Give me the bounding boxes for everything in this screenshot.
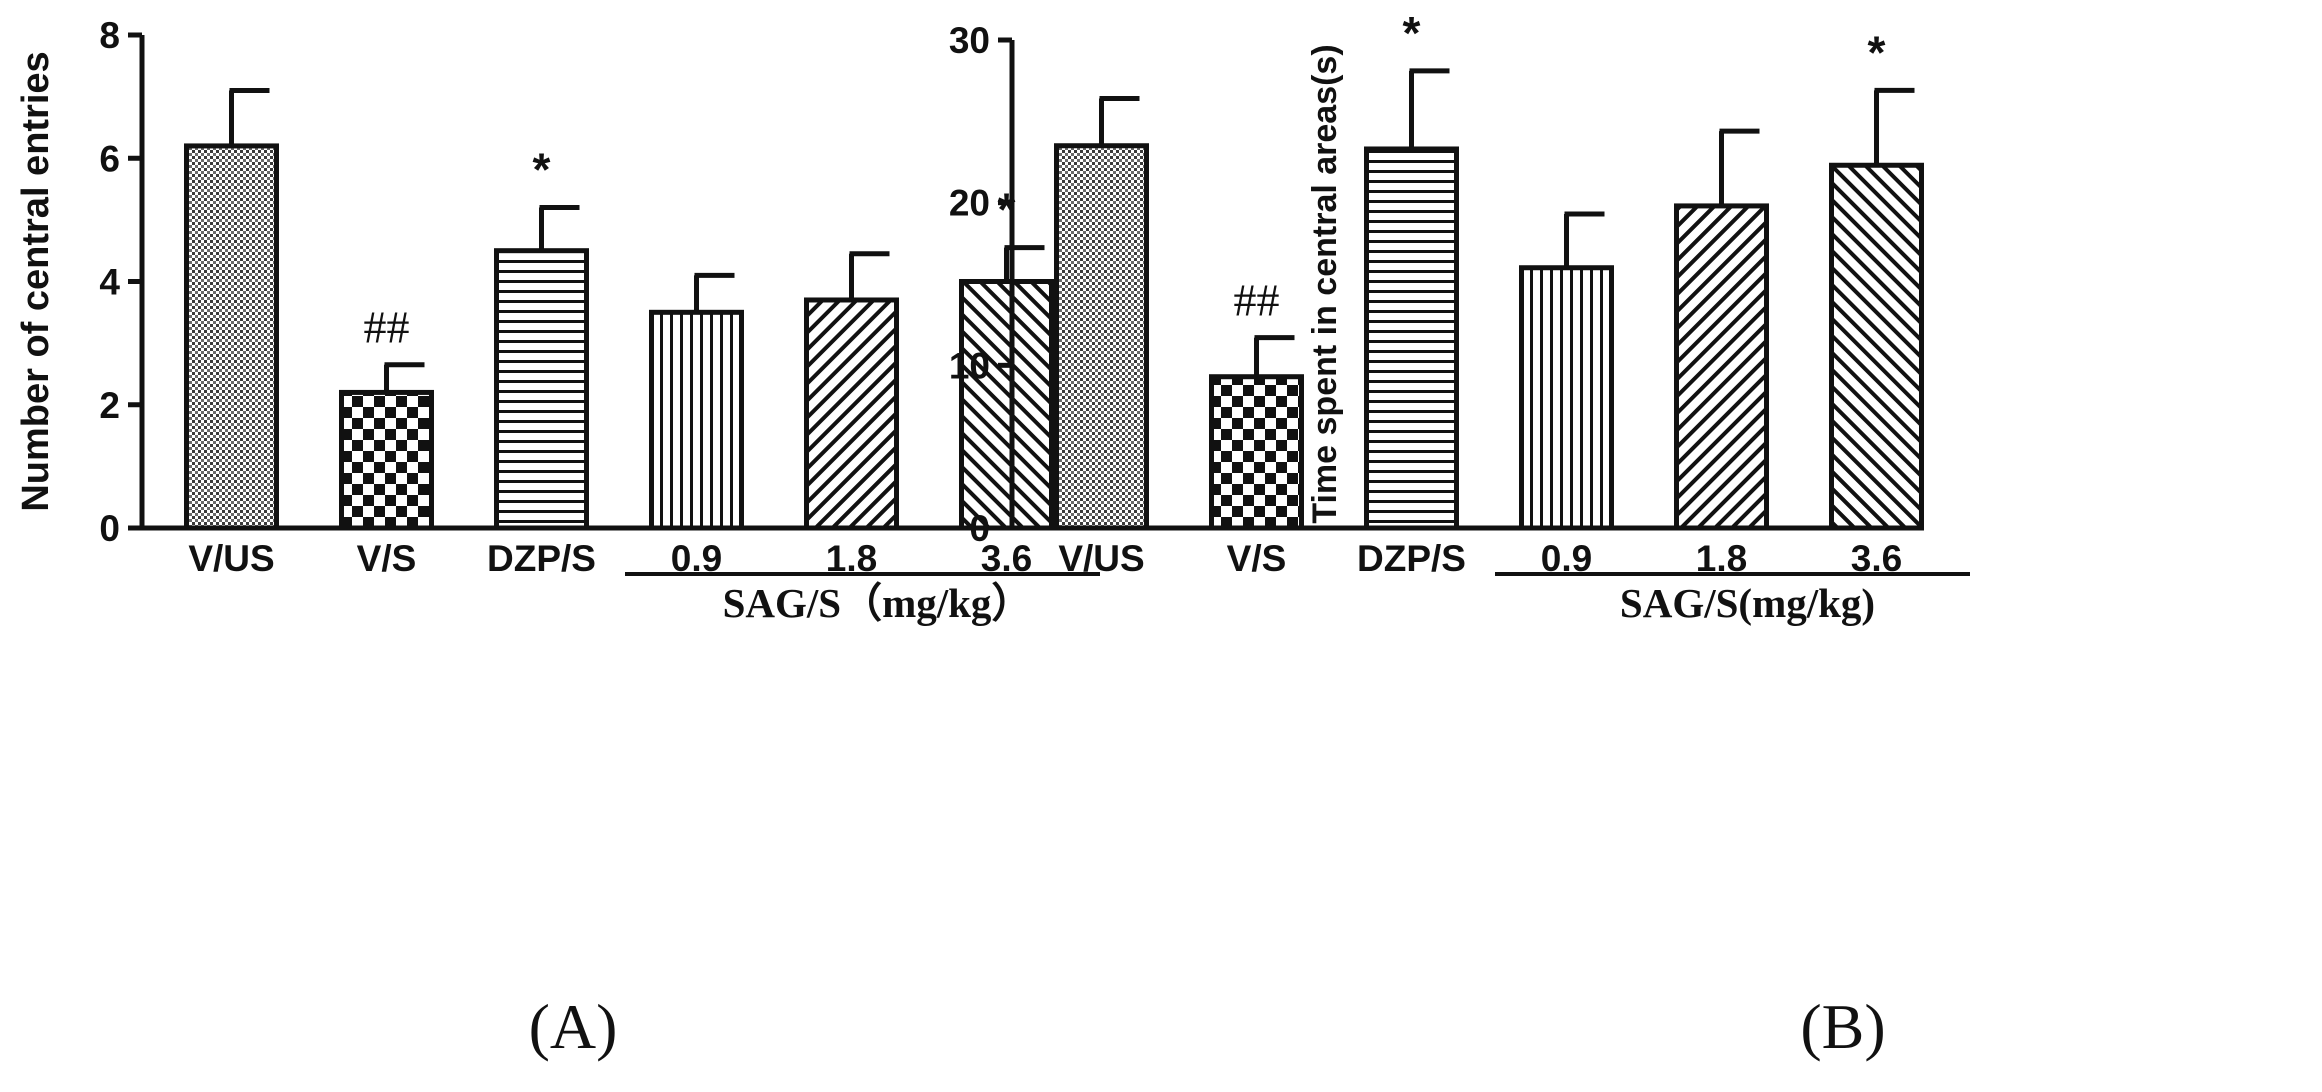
panel-b: 0 10 20 30 Time spent in central areas(s) V/U… xyxy=(949,7,1970,1062)
bar-1.8 xyxy=(1674,203,1769,531)
bar-1.8 xyxy=(804,297,899,531)
x-tick-label: DZP/S xyxy=(487,538,596,579)
significance-marker: * xyxy=(533,144,551,196)
panel-label: (B) xyxy=(1800,991,1885,1062)
significance-marker: * xyxy=(1868,26,1886,78)
bar-vus xyxy=(184,143,279,531)
bar-3.6 xyxy=(1829,162,1924,531)
bar-vs xyxy=(1209,374,1304,531)
y-axis-label: Number of central entries xyxy=(15,51,57,511)
significance-marker: * xyxy=(1403,7,1421,59)
x-tick-label: DZP/S xyxy=(1357,538,1466,579)
y-tick-label: 0 xyxy=(99,508,120,549)
panel-a: 0 2 4 6 8 Number of central entries V/US V/S ## D… xyxy=(15,15,1100,1062)
y-tick-label: 4 xyxy=(99,262,120,303)
y-tick-label: 6 xyxy=(99,138,120,179)
bar-0.9 xyxy=(649,309,744,531)
y-axis-label: Time spent in central areas(s) xyxy=(1306,44,1344,523)
group-label: SAG/S（mg/kg） xyxy=(723,580,1033,626)
x-tick-label: V/US xyxy=(1058,538,1144,579)
y-tick-label: 10 xyxy=(949,345,990,386)
y-tick-label: 30 xyxy=(949,20,990,61)
x-tick-label: V/S xyxy=(1227,538,1287,579)
group-label: SAG/S(mg/kg) xyxy=(1620,580,1875,626)
significance-marker: ## xyxy=(364,302,410,353)
y-tick-label: 20 xyxy=(949,183,990,224)
bar-dzps xyxy=(494,248,589,531)
panel-label: (A) xyxy=(529,991,618,1062)
x-tick-label: V/S xyxy=(357,538,417,579)
bar-vs xyxy=(339,389,434,531)
y-tick-label: 0 xyxy=(969,508,990,549)
bar-0.9 xyxy=(1519,265,1614,531)
y-tick-label: 2 xyxy=(99,385,120,426)
bar-vus xyxy=(1054,143,1149,531)
significance-marker: ## xyxy=(1234,275,1280,326)
bar-dzps xyxy=(1364,146,1459,531)
y-tick-label: 8 xyxy=(99,15,120,56)
bar-3.6 xyxy=(959,279,1054,531)
x-tick-label: V/US xyxy=(188,538,274,579)
